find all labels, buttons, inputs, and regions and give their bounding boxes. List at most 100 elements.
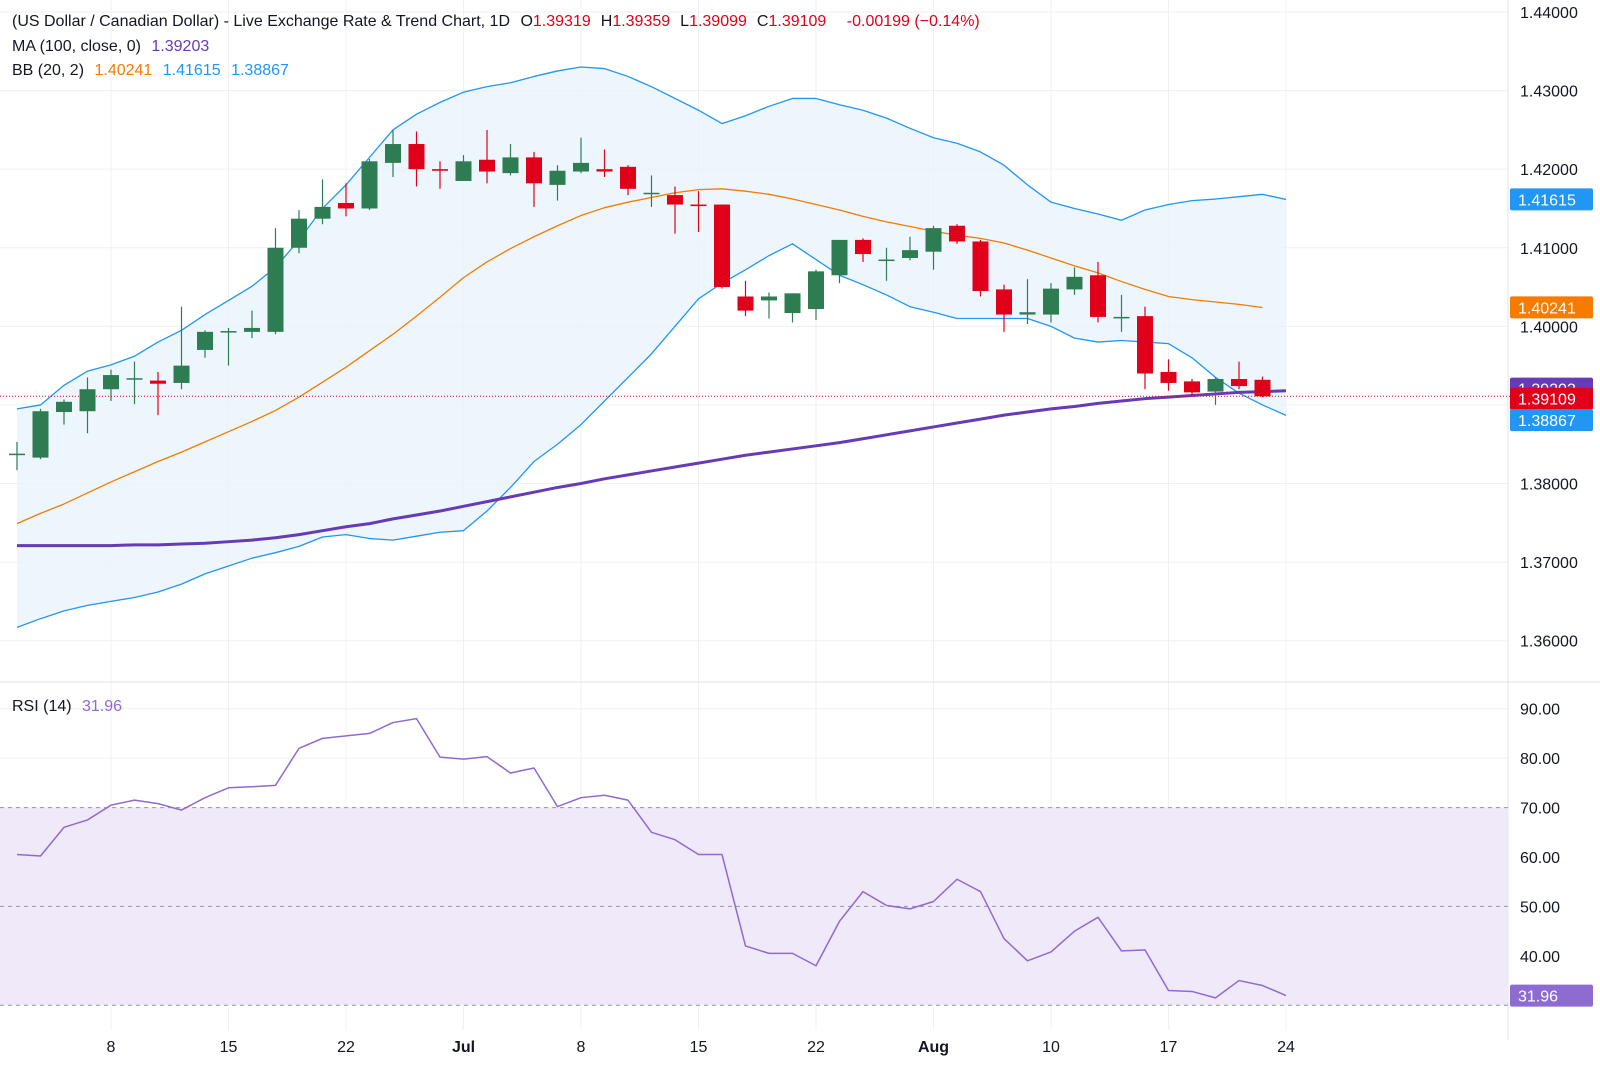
bb-upper-badge-text: 1.41615 bbox=[1518, 192, 1576, 209]
candle bbox=[56, 399, 72, 425]
candle bbox=[103, 369, 119, 402]
candle bbox=[996, 284, 1012, 332]
candle-body bbox=[620, 166, 636, 189]
candle-body bbox=[150, 380, 166, 384]
candle bbox=[173, 306, 190, 390]
candle-body bbox=[1019, 312, 1036, 315]
bb-basis-line bbox=[16, 188, 1263, 525]
candle-body bbox=[9, 453, 25, 456]
price-tick-label: 1.42000 bbox=[1520, 162, 1578, 179]
candle bbox=[1160, 359, 1177, 391]
bb-basis-badge: 1.40241 bbox=[1510, 296, 1593, 319]
candle bbox=[150, 371, 166, 416]
time-tick-label: 15 bbox=[220, 1039, 238, 1056]
candle bbox=[878, 247, 895, 281]
candle bbox=[1254, 376, 1271, 398]
candle-body bbox=[455, 161, 472, 181]
close-badge-text: 1.39109 bbox=[1518, 392, 1576, 409]
candle-body bbox=[996, 289, 1012, 315]
ma-value: 1.39203 bbox=[151, 38, 210, 55]
ohlc-label-l: L bbox=[680, 13, 690, 30]
candle-body bbox=[714, 204, 730, 288]
candle-body bbox=[291, 218, 307, 248]
candle bbox=[32, 408, 49, 460]
candle bbox=[690, 191, 707, 233]
bb-basis-badge-text: 1.40241 bbox=[1518, 300, 1576, 317]
rsi-tick-label: 50.00 bbox=[1520, 899, 1560, 916]
candle-body bbox=[737, 296, 754, 311]
price-tick-label: 1.40000 bbox=[1520, 319, 1578, 336]
candle bbox=[244, 310, 260, 339]
bb-basis-badge-bg bbox=[1510, 296, 1593, 319]
candle-body bbox=[408, 144, 425, 170]
candle-body bbox=[878, 259, 895, 262]
candle bbox=[526, 151, 542, 207]
rsi-tick-label: 90.00 bbox=[1520, 702, 1560, 719]
bb-upper-badge: 1.41615 bbox=[1510, 188, 1593, 211]
ohlc-value-l: 1.39099 bbox=[689, 13, 747, 30]
time-tick-label: 10 bbox=[1042, 1039, 1060, 1056]
price-tick-label: 1.44000 bbox=[1520, 5, 1578, 22]
legend-ma-row[interactable]: MA (100, close, 0) 1.39203 bbox=[12, 38, 215, 56]
bb-lower-badge-bg bbox=[1510, 409, 1593, 432]
bb-lower-line bbox=[16, 243, 1287, 628]
rsi-badge-text: 31.96 bbox=[1518, 989, 1558, 1006]
candle bbox=[808, 269, 824, 321]
candle bbox=[620, 165, 636, 196]
candle-body bbox=[173, 365, 190, 383]
candle bbox=[643, 175, 660, 207]
candle-body bbox=[1254, 379, 1271, 397]
candle-body bbox=[502, 157, 519, 174]
bb-upper-line bbox=[16, 66, 1287, 410]
candle bbox=[361, 158, 378, 211]
candle bbox=[573, 137, 589, 174]
rsi-label: RSI (14) bbox=[12, 698, 72, 715]
candle bbox=[9, 441, 25, 471]
candle-body bbox=[526, 157, 542, 184]
time-tick-label: 8 bbox=[107, 1039, 116, 1056]
bb-upper-value: 1.41615 bbox=[162, 62, 221, 79]
candle-body bbox=[244, 327, 260, 332]
legend-rsi-row[interactable]: RSI (14) 31.96 bbox=[12, 698, 128, 716]
candle-body bbox=[573, 162, 589, 172]
candle-body bbox=[1231, 379, 1247, 387]
candle-body bbox=[432, 169, 448, 171]
time-tick-label: Aug bbox=[918, 1039, 949, 1056]
bb-band-fill bbox=[17, 67, 1286, 628]
candle-body bbox=[596, 169, 613, 172]
candle-body bbox=[690, 204, 707, 207]
ma100-line bbox=[17, 389, 1287, 548]
candle-body bbox=[56, 401, 72, 413]
rsi-badge: 31.96 bbox=[1510, 984, 1593, 1007]
price-axis: 1.360001.370001.380001.390001.400001.410… bbox=[107, 5, 1578, 1056]
candle bbox=[1184, 379, 1200, 396]
bb-upper-badge-bg bbox=[1510, 188, 1593, 211]
rsi-tick-label: 70.00 bbox=[1520, 801, 1560, 818]
candle-body bbox=[1113, 316, 1130, 319]
price-tick-label: 1.43000 bbox=[1520, 84, 1578, 101]
candle-body bbox=[1137, 316, 1153, 374]
candle-body bbox=[338, 202, 354, 209]
candle-body bbox=[949, 225, 965, 242]
candle bbox=[1231, 361, 1247, 390]
candle bbox=[1113, 294, 1130, 332]
time-tick-label: 17 bbox=[1160, 1039, 1178, 1056]
candle bbox=[1019, 279, 1036, 324]
candle bbox=[902, 236, 918, 261]
candle-body bbox=[831, 239, 848, 276]
candle-body bbox=[197, 331, 213, 350]
candle bbox=[291, 210, 307, 254]
candle-body bbox=[972, 241, 989, 291]
candle bbox=[596, 149, 613, 178]
close-badge-bg bbox=[1510, 387, 1593, 410]
candle-body bbox=[267, 247, 284, 332]
legend-bb-row[interactable]: BB (20, 2) 1.40241 1.41615 1.38867 bbox=[12, 62, 295, 80]
candle-body bbox=[385, 144, 401, 163]
ma-label: MA (100, close, 0) bbox=[12, 38, 141, 55]
bb-lower-badge: 1.38867 bbox=[1510, 409, 1593, 432]
candles bbox=[9, 129, 1271, 471]
candle bbox=[314, 179, 331, 225]
candle-body bbox=[314, 206, 331, 219]
rsi-badge-bg bbox=[1510, 984, 1593, 1007]
